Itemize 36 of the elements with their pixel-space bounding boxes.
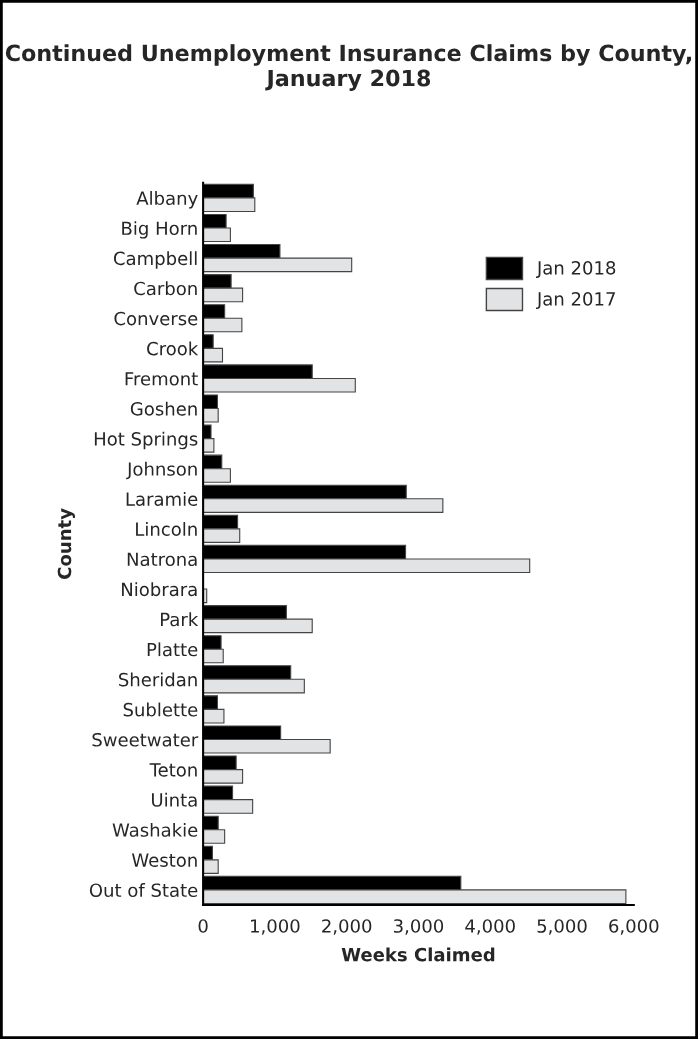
y-tick-label: Sweetwater bbox=[92, 732, 199, 747]
legend-label: Jan 2018 bbox=[536, 260, 616, 278]
y-tick-label: Teton bbox=[149, 763, 197, 777]
y-tick-label: Natrona bbox=[127, 552, 197, 567]
x-tick-label: 5,000 bbox=[537, 919, 587, 935]
y-tick-label: Hot Springs bbox=[94, 431, 198, 450]
y-tick-label: Sublette bbox=[123, 702, 198, 717]
x-tick-label: 2,000 bbox=[322, 919, 372, 935]
y-tick-label: Weston bbox=[131, 853, 197, 867]
y-tick-label: Niobrara bbox=[122, 582, 197, 597]
y-tick-label: Carbon bbox=[134, 281, 197, 296]
y-axis-title: County bbox=[57, 508, 75, 579]
x-tick-label: 3,000 bbox=[393, 919, 444, 935]
y-tick-label: Sheridan bbox=[119, 672, 197, 687]
x-tick-label: 1,000 bbox=[251, 919, 300, 935]
y-tick-label: Platte bbox=[147, 642, 198, 657]
y-tick-label: Johnson bbox=[126, 461, 197, 480]
y-tick-label: Uinta bbox=[152, 792, 197, 807]
x-tick-label: 6,000 bbox=[609, 919, 659, 935]
y-tick-label: Lincoln bbox=[136, 522, 197, 536]
y-tick-label: Goshen bbox=[130, 401, 197, 416]
y-tick-label: Park bbox=[161, 612, 199, 627]
legend-label: Jan 2017 bbox=[536, 292, 615, 310]
y-tick-label: Fremont bbox=[125, 372, 198, 386]
y-tick-label: Crook bbox=[147, 341, 199, 356]
y-tick-label: Converse bbox=[114, 311, 198, 326]
chart-title: Continued Unemployment Insurance Claims by County, January 2018 bbox=[5, 44, 691, 91]
y-tick-label: Albany bbox=[136, 191, 198, 209]
y-tick-label: Campbell bbox=[113, 251, 197, 269]
x-tick-label: 0 bbox=[198, 919, 208, 933]
x-axis-title: Weeks Claimed bbox=[341, 947, 495, 962]
y-tick-label: Washakie bbox=[112, 822, 198, 837]
x-tick-label: 4,000 bbox=[465, 919, 515, 935]
y-tick-label: Out of State bbox=[89, 883, 198, 898]
y-tick-label: Laramie bbox=[126, 491, 198, 506]
y-tick-label: Big Horn bbox=[122, 221, 197, 239]
